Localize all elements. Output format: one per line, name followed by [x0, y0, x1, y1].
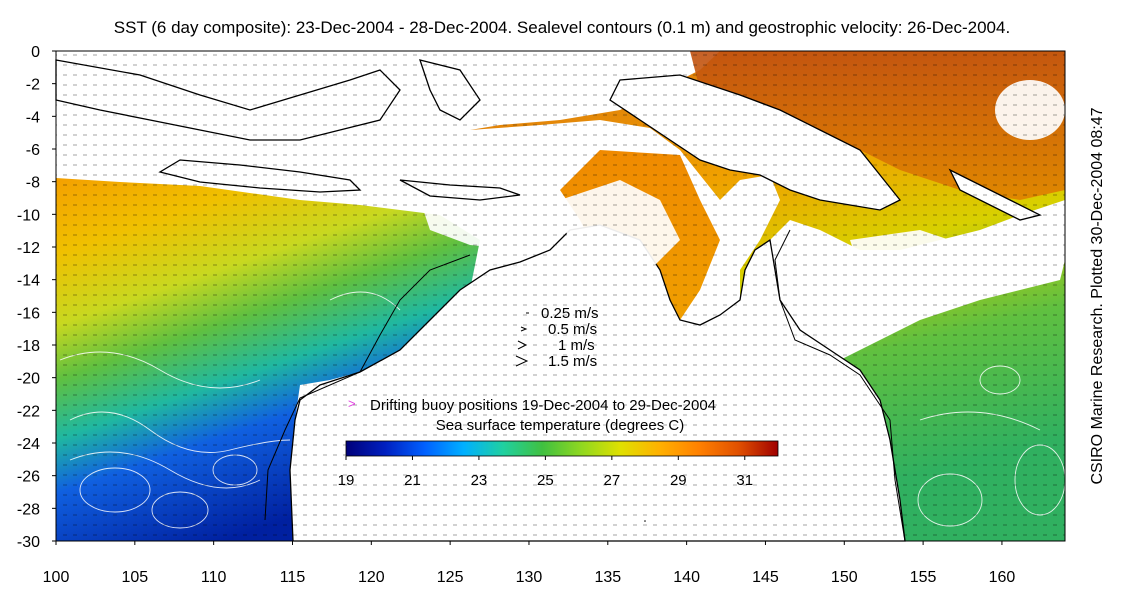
y-tick-label: -26	[17, 469, 40, 486]
x-tick-label: 155	[910, 569, 937, 586]
x-tick-label: 115	[280, 569, 306, 586]
colorbar-gradient	[345, 440, 779, 457]
y-tick-label: -2	[26, 77, 40, 94]
colorbar-label: 27	[604, 472, 621, 489]
x-tick-label: 140	[673, 569, 700, 586]
map-frame	[55, 50, 1066, 542]
y-tick-label: -10	[17, 207, 40, 224]
y-tick-label: -30	[17, 534, 40, 551]
buoy-legend: > Drifting buoy positions 19-Dec-2004 to…	[348, 396, 716, 414]
sst-colorbar: Sea surface temperature (degrees C) 19 21…	[338, 417, 779, 489]
y-tick-label: -4	[26, 109, 40, 126]
colorbar-label: 29	[670, 472, 687, 489]
x-tick-label: 105	[121, 569, 148, 586]
y-tick-label: -18	[17, 338, 40, 355]
colorbar-label: 21	[404, 472, 421, 489]
y-tick-label: -12	[17, 240, 40, 257]
velocity-arrow-1	[517, 340, 528, 350]
map-title: SST (6 day composite): 23-Dec-2004 - 28-…	[113, 18, 1011, 37]
velocity-arrow-05	[520, 326, 528, 332]
velocity-label-05: 0.5 m/s	[548, 321, 597, 338]
x-tick-label: 145	[752, 569, 779, 586]
y-tick-label: -6	[26, 142, 40, 159]
colorbar-label: 31	[736, 472, 753, 489]
y-tick-label: -24	[17, 436, 40, 453]
velocity-label-025: 0.25 m/s	[541, 305, 599, 322]
x-tick-label: 110	[201, 569, 227, 586]
x-tick-label: 135	[594, 569, 621, 586]
colorbar-label: 23	[471, 472, 488, 489]
colorbar-label: 19	[338, 472, 355, 489]
y-tick-label: -16	[17, 305, 40, 322]
y-tick-label: 0	[31, 44, 40, 61]
buoy-marker-icon: >	[348, 396, 356, 411]
x-tick-label: 125	[437, 569, 464, 586]
latitude-axis: 0 -2 -4 -6 -8 -10 -12 -14 -16 -18 -20 -22 -24 -26 -28 -…	[17, 44, 56, 551]
y-tick-label: -20	[17, 371, 40, 388]
buoy-legend-text: Drifting buoy positions 19-Dec-2004 to 2…	[370, 397, 716, 414]
y-tick-label: -14	[17, 273, 40, 290]
stray-marker	[644, 520, 646, 522]
x-tick-label: 120	[358, 569, 385, 586]
map-plot-area	[55, 50, 1066, 542]
x-tick-label: 100	[43, 569, 70, 586]
y-tick-label: -28	[17, 501, 40, 518]
velocity-legend: 0.25 m/s 0.5 m/s 1 m/s 1.5 m/s	[515, 305, 599, 370]
colorbar-title: Sea surface temperature (degrees C)	[436, 417, 684, 434]
x-tick-label: 150	[831, 569, 858, 586]
y-tick-label: -8	[26, 175, 40, 192]
velocity-arrow-15	[515, 355, 529, 367]
geostrophic-vector-field	[56, 51, 1065, 541]
longitude-axis: 100 105 110 115 120 125 130 135 140 145 150 155 160	[43, 541, 1016, 586]
colorbar-label: 25	[537, 472, 554, 489]
velocity-label-15: 1.5 m/s	[548, 353, 597, 370]
x-tick-label: 130	[516, 569, 543, 586]
colorbar-labels: 19 21 23 25 27 29 31	[338, 456, 753, 489]
velocity-label-1: 1 m/s	[558, 337, 595, 354]
y-tick-label: -22	[17, 403, 40, 420]
x-tick-label: 160	[989, 569, 1016, 586]
